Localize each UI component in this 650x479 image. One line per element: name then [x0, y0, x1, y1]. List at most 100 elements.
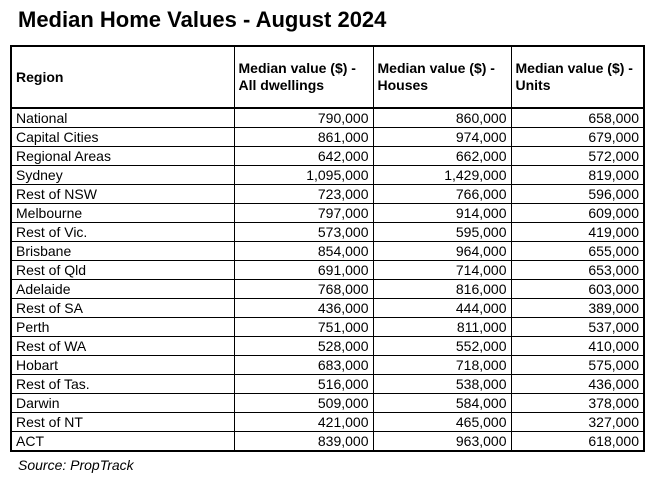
- value-cell: 751,000: [233, 317, 374, 337]
- column-header-line1: Median value ($) -: [238, 60, 356, 77]
- value-cell: 679,000: [510, 127, 645, 147]
- table-row: Rest of Tas. 516,000 538,000 436,000: [10, 374, 645, 394]
- value-cell: 444,000: [372, 298, 512, 318]
- value-cell: 537,000: [510, 317, 645, 337]
- region-cell: Rest of Tas.: [10, 374, 235, 394]
- value-cell: 596,000: [510, 184, 645, 204]
- value-cell: 718,000: [372, 355, 512, 375]
- value-cell: 658,000: [510, 107, 645, 128]
- value-cell: 683,000: [233, 355, 374, 375]
- value-cell: 436,000: [233, 298, 374, 318]
- value-cell: 436,000: [510, 374, 645, 394]
- table-row: Sydney 1,095,000 1,429,000 819,000: [10, 165, 645, 185]
- value-cell: 389,000: [510, 298, 645, 318]
- column-header-col3: Median value ($) - Units: [510, 45, 645, 109]
- value-cell: 552,000: [372, 336, 512, 356]
- table-row: Rest of NT 421,000 465,000 327,000: [10, 412, 645, 432]
- value-cell: 1,429,000: [372, 165, 512, 185]
- value-cell: 419,000: [510, 222, 645, 242]
- table-row: Hobart 683,000 718,000 575,000: [10, 355, 645, 375]
- region-cell: Rest of WA: [10, 336, 235, 356]
- value-cell: 618,000: [510, 431, 645, 452]
- value-cell: 963,000: [372, 431, 512, 452]
- table-row: Capital Cities 861,000 974,000 679,000: [10, 127, 645, 147]
- region-cell: Hobart: [10, 355, 235, 375]
- value-cell: 861,000: [233, 127, 374, 147]
- table-row: Perth 751,000 811,000 537,000: [10, 317, 645, 337]
- region-cell: Regional Areas: [10, 146, 235, 166]
- table-row: Rest of NSW 723,000 766,000 596,000: [10, 184, 645, 204]
- region-cell: Rest of SA: [10, 298, 235, 318]
- table-row: Rest of SA 436,000 444,000 389,000: [10, 298, 645, 318]
- value-cell: 410,000: [510, 336, 645, 356]
- column-header-line1: Median value ($) -: [515, 60, 633, 77]
- value-cell: 860,000: [372, 107, 512, 128]
- value-cell: 655,000: [510, 241, 645, 261]
- value-cell: 797,000: [233, 203, 374, 223]
- value-cell: 714,000: [372, 260, 512, 280]
- table-row: Regional Areas 642,000 662,000 572,000: [10, 146, 645, 166]
- value-cell: 768,000: [233, 279, 374, 299]
- region-cell: Rest of NSW: [10, 184, 235, 204]
- column-header-line2: All dwellings: [238, 77, 325, 93]
- value-cell: 609,000: [510, 203, 645, 223]
- header-row: Region Median value ($) - All dwellings Med…: [10, 45, 645, 109]
- value-cell: 327,000: [510, 412, 645, 432]
- column-header-line1: Median value ($) -: [377, 60, 495, 77]
- column-header-line1: Region: [16, 68, 64, 85]
- value-cell: 766,000: [372, 184, 512, 204]
- value-cell: 914,000: [372, 203, 512, 223]
- value-cell: 575,000: [510, 355, 645, 375]
- value-cell: 642,000: [233, 146, 374, 166]
- value-cell: 790,000: [233, 107, 374, 128]
- value-cell: 819,000: [510, 165, 645, 185]
- table-row: National 790,000 860,000 658,000: [10, 107, 645, 128]
- value-cell: 538,000: [372, 374, 512, 394]
- value-cell: 1,095,000: [233, 165, 374, 185]
- table-row: Darwin 509,000 584,000 378,000: [10, 393, 645, 413]
- region-cell: National: [10, 107, 235, 128]
- value-cell: 572,000: [510, 146, 645, 166]
- value-cell: 603,000: [510, 279, 645, 299]
- column-header-col2: Median value ($) - Houses: [372, 45, 512, 109]
- region-cell: Brisbane: [10, 241, 235, 261]
- region-cell: ACT: [10, 431, 235, 452]
- table-row: Rest of WA 528,000 552,000 410,000: [10, 336, 645, 356]
- value-cell: 516,000: [233, 374, 374, 394]
- region-cell: Capital Cities: [10, 127, 235, 147]
- column-header-line2: Units: [515, 77, 551, 93]
- region-cell: Perth: [10, 317, 235, 337]
- value-cell: 816,000: [372, 279, 512, 299]
- median-home-values-table: Region Median value ($) - All dwellings Med…: [10, 45, 645, 452]
- value-cell: 573,000: [233, 222, 374, 242]
- value-cell: 691,000: [233, 260, 374, 280]
- value-cell: 378,000: [510, 393, 645, 413]
- table-body: National 790,000 860,000 658,000 Capital Cit…: [10, 107, 645, 452]
- value-cell: 421,000: [233, 412, 374, 432]
- value-cell: 811,000: [372, 317, 512, 337]
- region-cell: Darwin: [10, 393, 235, 413]
- table-header-row: Region Median value ($) - All dwellings Med…: [10, 45, 645, 109]
- region-cell: Rest of Vic.: [10, 222, 235, 242]
- region-cell: Rest of Qld: [10, 260, 235, 280]
- value-cell: 854,000: [233, 241, 374, 261]
- value-cell: 509,000: [233, 393, 374, 413]
- value-cell: 653,000: [510, 260, 645, 280]
- value-cell: 595,000: [372, 222, 512, 242]
- value-cell: 974,000: [372, 127, 512, 147]
- table-row: Rest of Qld 691,000 714,000 653,000: [10, 260, 645, 280]
- value-cell: 465,000: [372, 412, 512, 432]
- value-cell: 839,000: [233, 431, 374, 452]
- value-cell: 723,000: [233, 184, 374, 204]
- region-cell: Adelaide: [10, 279, 235, 299]
- region-cell: Rest of NT: [10, 412, 235, 432]
- column-header-col1: Median value ($) - All dwellings: [233, 45, 374, 109]
- value-cell: 528,000: [233, 336, 374, 356]
- page-title: Median Home Values - August 2024: [18, 7, 387, 32]
- column-header-line2: Houses: [377, 77, 429, 93]
- table-row: ACT 839,000 963,000 618,000: [10, 431, 645, 452]
- column-header-region: Region: [10, 45, 235, 109]
- value-cell: 662,000: [372, 146, 512, 166]
- table-row: Melbourne 797,000 914,000 609,000: [10, 203, 645, 223]
